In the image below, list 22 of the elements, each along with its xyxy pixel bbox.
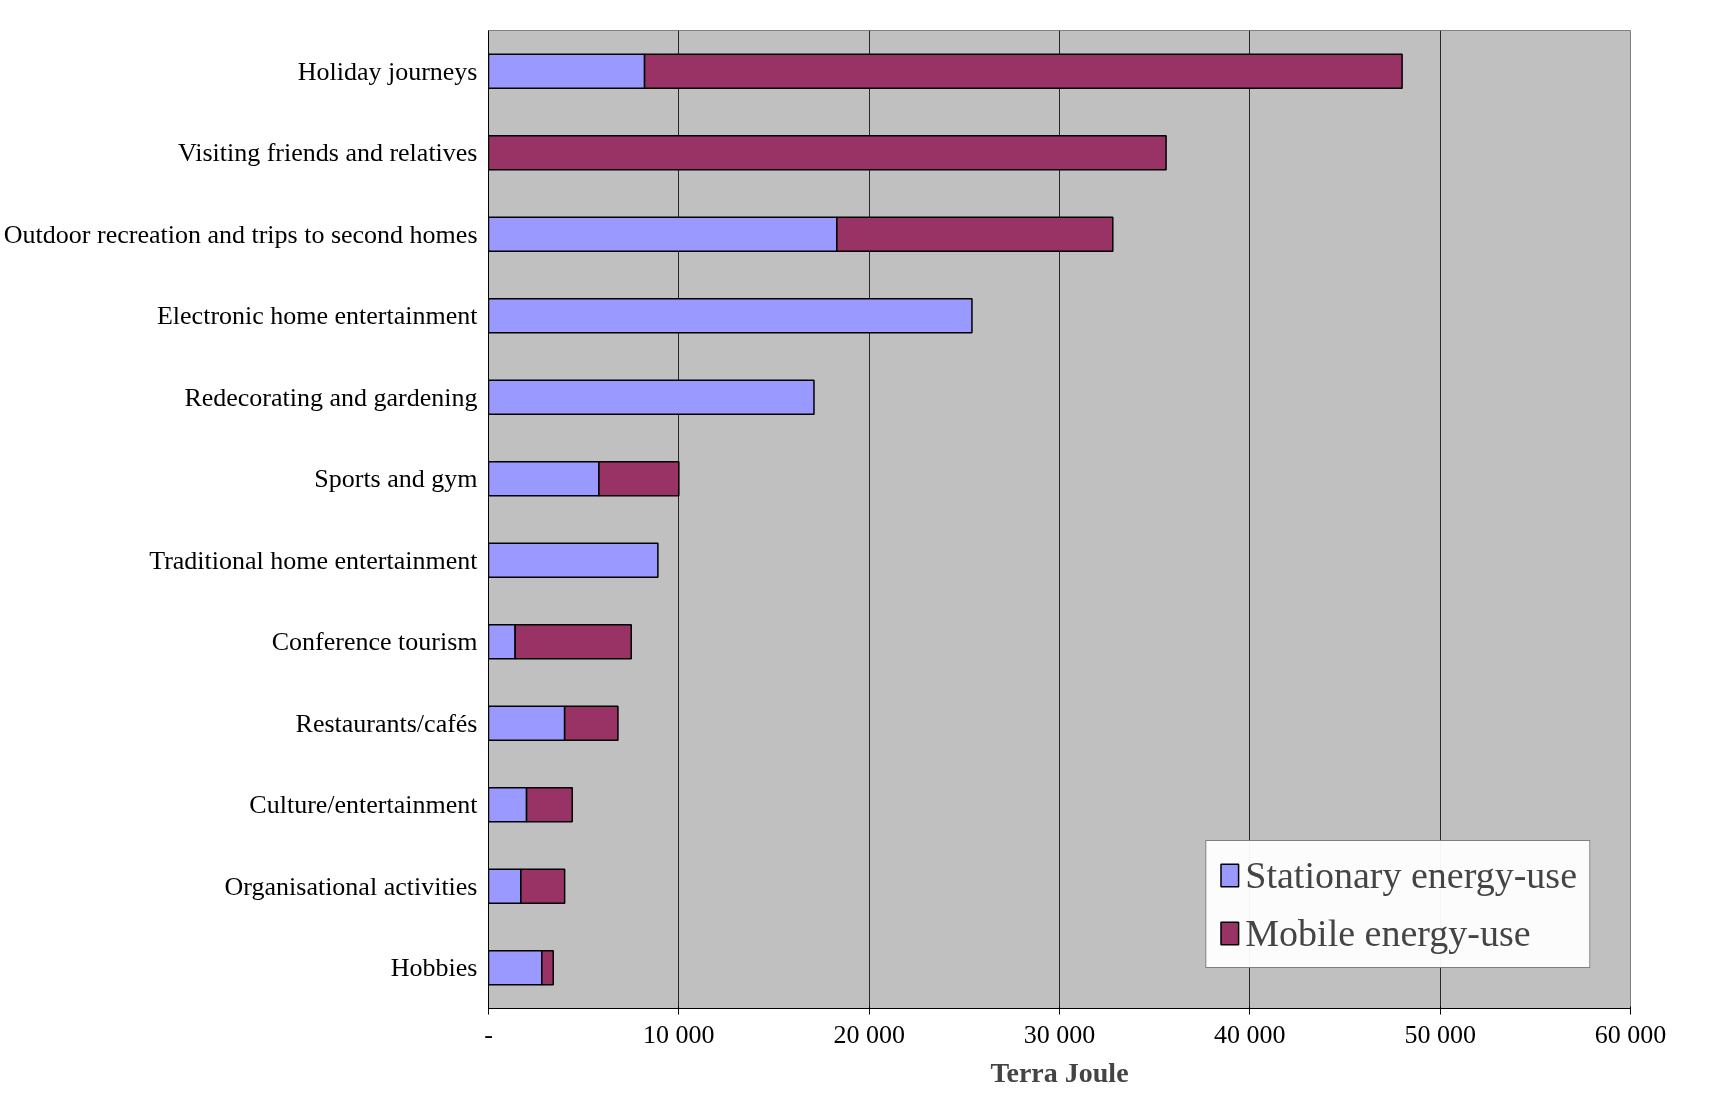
y-tick-label: Redecorating and gardening <box>184 382 478 412</box>
y-tick-label: Electronic home entertainment <box>156 301 479 331</box>
x-tick-label: 40 000 <box>1214 1019 1286 1049</box>
y-tick-label: Outdoor recreation and trips to second homes <box>3 219 478 249</box>
y-tick-label: Hobbies <box>390 953 478 983</box>
x-tick-label: - <box>484 1019 493 1049</box>
y-tick-label: Holiday journeys <box>297 56 478 86</box>
y-tick-label: Visiting friends and relatives <box>177 138 478 168</box>
x-tick-label: 10 000 <box>643 1019 715 1049</box>
y-tick-label: Conference tourism <box>271 627 478 657</box>
y-tick-label: Organisational activities <box>224 871 478 901</box>
x-tick-label: 50 000 <box>1404 1019 1476 1049</box>
y-tick-label: Sports and gym <box>314 464 478 494</box>
y-tick-label: Restaurants/cafés <box>295 708 478 738</box>
legend-label: Stationary energy-use <box>1245 853 1577 897</box>
y-tick-label: Traditional home entertainment <box>149 545 479 575</box>
x-tick-label: 60 000 <box>1594 1019 1667 1049</box>
x-tick-label: 30 000 <box>1023 1019 1096 1049</box>
legend-label: Mobile energy-use <box>1245 911 1531 955</box>
x-axis-title: Terra Joule <box>990 1056 1129 1088</box>
y-tick-label: Culture/entertainment <box>249 790 479 820</box>
x-tick-label: 20 000 <box>833 1019 905 1049</box>
